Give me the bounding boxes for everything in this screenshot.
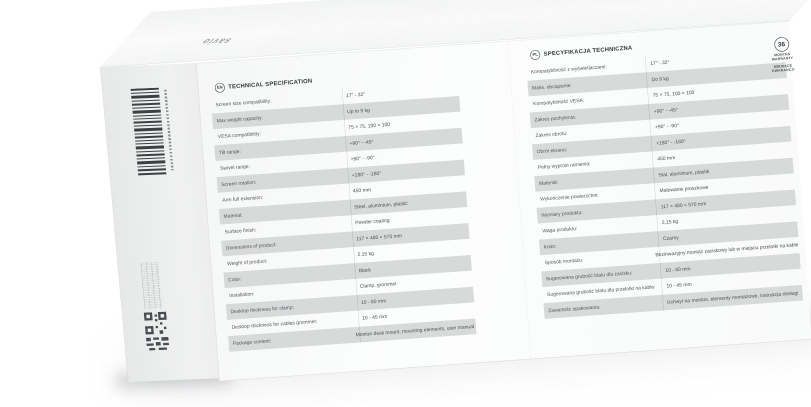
lang-badge-pl-icon: PL bbox=[529, 49, 541, 60]
spec-table-en: EN TECHNICAL SPECIFICATION Screen size c… bbox=[210, 66, 477, 352]
lang-badge-en-icon: EN bbox=[214, 82, 226, 93]
spec-table-pl: PL SPECYFIKACJA TECHNICZNA Kompatybilnoś… bbox=[525, 32, 803, 319]
manufacturer-micro-text bbox=[140, 262, 163, 310]
savio-logo: savio bbox=[197, 36, 235, 47]
ean-barcode-icon bbox=[130, 87, 167, 176]
box-side-panel bbox=[100, 62, 225, 383]
months-circle-icon: 36 bbox=[773, 36, 790, 53]
warranty-badge: 36 MONTHS WARRANTY - MIESIĄCE GWARANCJI bbox=[760, 36, 805, 75]
qr-code-icon bbox=[143, 311, 170, 351]
spec-label: Zawartość opakowania: bbox=[547, 303, 601, 314]
table-title-pl: SPECYFIKACJA TECHNICZNA bbox=[543, 44, 633, 58]
spec-value: Monitor desk mount, mounting elements, u… bbox=[355, 323, 475, 338]
table-title-en: TECHNICAL SPECIFICATION bbox=[228, 77, 313, 91]
spec-label: Package content: bbox=[232, 337, 272, 347]
spec-value: Uchwyt na monitor, elementy montażowe, i… bbox=[666, 289, 799, 305]
box-front-panel: EN TECHNICAL SPECIFICATION Screen size c… bbox=[196, 20, 811, 382]
